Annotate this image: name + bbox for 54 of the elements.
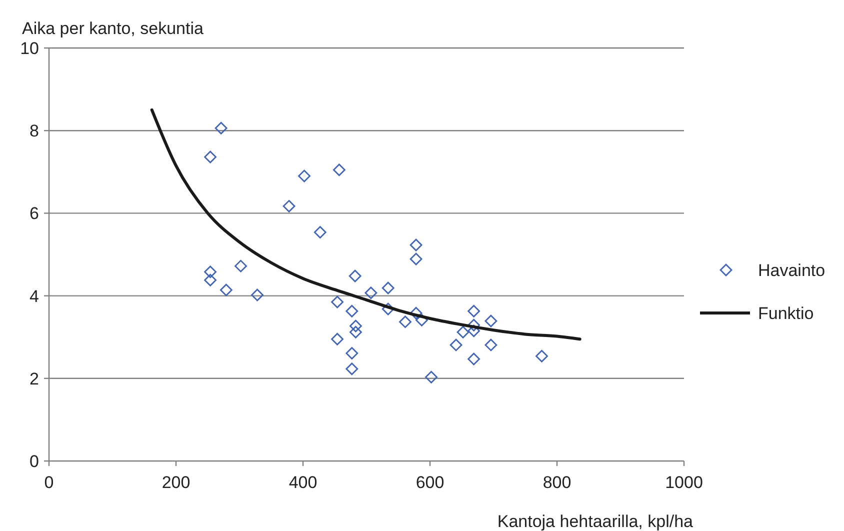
y-tick-label: 8 bbox=[30, 122, 39, 141]
point bbox=[450, 338, 462, 352]
point bbox=[204, 266, 216, 278]
x-tick-label: 600 bbox=[416, 473, 444, 492]
y-tick-label: 10 bbox=[20, 38, 39, 58]
point bbox=[350, 326, 362, 338]
point bbox=[350, 320, 362, 332]
point bbox=[234, 260, 247, 272]
point bbox=[331, 296, 344, 308]
y-axis-title: Aika per kanto, sekuntia bbox=[22, 19, 204, 38]
point bbox=[346, 347, 358, 360]
point bbox=[468, 318, 480, 332]
point bbox=[332, 164, 346, 176]
point bbox=[298, 170, 310, 182]
y-tick-label: 6 bbox=[30, 204, 39, 224]
point bbox=[468, 352, 480, 366]
point bbox=[484, 314, 498, 328]
point bbox=[416, 314, 428, 326]
point bbox=[314, 226, 326, 238]
point bbox=[410, 238, 422, 252]
x-tick-label: 0 bbox=[44, 473, 54, 492]
point bbox=[382, 282, 394, 294]
point bbox=[536, 350, 548, 362]
point bbox=[204, 274, 216, 286]
legend-label: Havainto bbox=[758, 260, 826, 280]
point bbox=[214, 122, 228, 134]
point bbox=[346, 304, 358, 318]
y-tick-label: 2 bbox=[30, 369, 39, 388]
point bbox=[410, 306, 422, 320]
point bbox=[456, 326, 470, 338]
point bbox=[282, 200, 296, 212]
point bbox=[251, 288, 264, 302]
x-tick-label: 1000 bbox=[665, 473, 703, 492]
legend-label: Funktio bbox=[758, 304, 814, 323]
x-tick-label: 800 bbox=[542, 473, 572, 492]
point bbox=[468, 304, 480, 318]
point bbox=[399, 316, 412, 328]
y-tick-label: 4 bbox=[30, 286, 39, 306]
x-tick-label: 400 bbox=[288, 473, 318, 492]
x-tick-label: 200 bbox=[162, 473, 190, 492]
point bbox=[346, 362, 358, 376]
point bbox=[348, 270, 362, 282]
line-series bbox=[150, 108, 582, 341]
x-axis-title: Kantoja hehtaarilla, kpl/ha bbox=[497, 512, 694, 531]
point bbox=[331, 332, 344, 346]
point bbox=[364, 286, 378, 300]
point bbox=[382, 302, 394, 316]
point bbox=[425, 370, 438, 384]
point bbox=[204, 150, 216, 164]
y-tick-label: 0 bbox=[30, 452, 39, 471]
point bbox=[410, 252, 422, 266]
point bbox=[220, 284, 232, 296]
point bbox=[484, 338, 498, 352]
point bbox=[468, 324, 480, 338]
